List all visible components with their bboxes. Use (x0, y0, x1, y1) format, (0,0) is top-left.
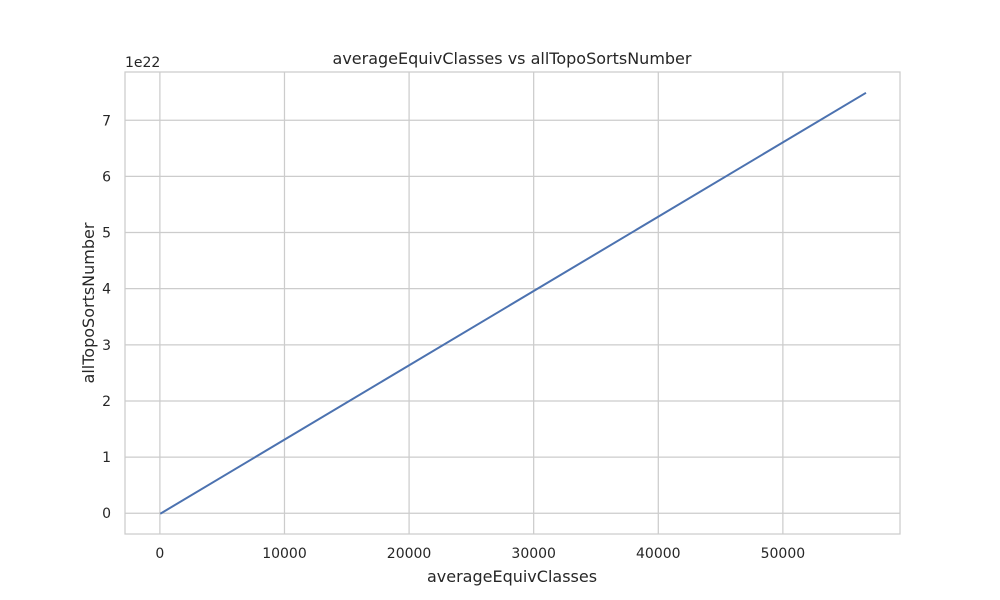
x-tick-label: 0 (155, 546, 164, 562)
y-tick-label: 7 (102, 113, 111, 129)
chart-title: averageEquivClasses vs allTopoSortsNumbe… (333, 49, 692, 68)
x-tick-label: 30000 (511, 546, 556, 562)
x-tick-label: 10000 (262, 546, 307, 562)
x-tick-label: 50000 (761, 546, 806, 562)
y-tick-labels: 0 1 2 3 4 5 6 7 (102, 113, 111, 522)
y-tick-label: 6 (102, 169, 111, 185)
y-tick-label: 4 (102, 282, 111, 298)
y-tick-label: 1 (102, 450, 111, 466)
series-layer (159, 91, 867, 515)
x-tick-label: 40000 (636, 546, 681, 562)
y-scale-label: 1e22 (125, 55, 160, 71)
x-tick-label: 20000 (387, 546, 432, 562)
y-tick-label: 2 (102, 394, 111, 410)
x-tick-labels: 0 10000 20000 30000 40000 50000 (155, 546, 805, 562)
series-line (159, 91, 867, 515)
y-tick-label: 5 (102, 226, 111, 242)
y-axis-label: allTopoSortsNumber (79, 222, 98, 383)
x-axis-label: averageEquivClasses (427, 567, 597, 586)
plot-frame (124, 71, 901, 535)
y-tick-label: 3 (102, 338, 111, 354)
y-tick-label: 0 (102, 506, 111, 522)
